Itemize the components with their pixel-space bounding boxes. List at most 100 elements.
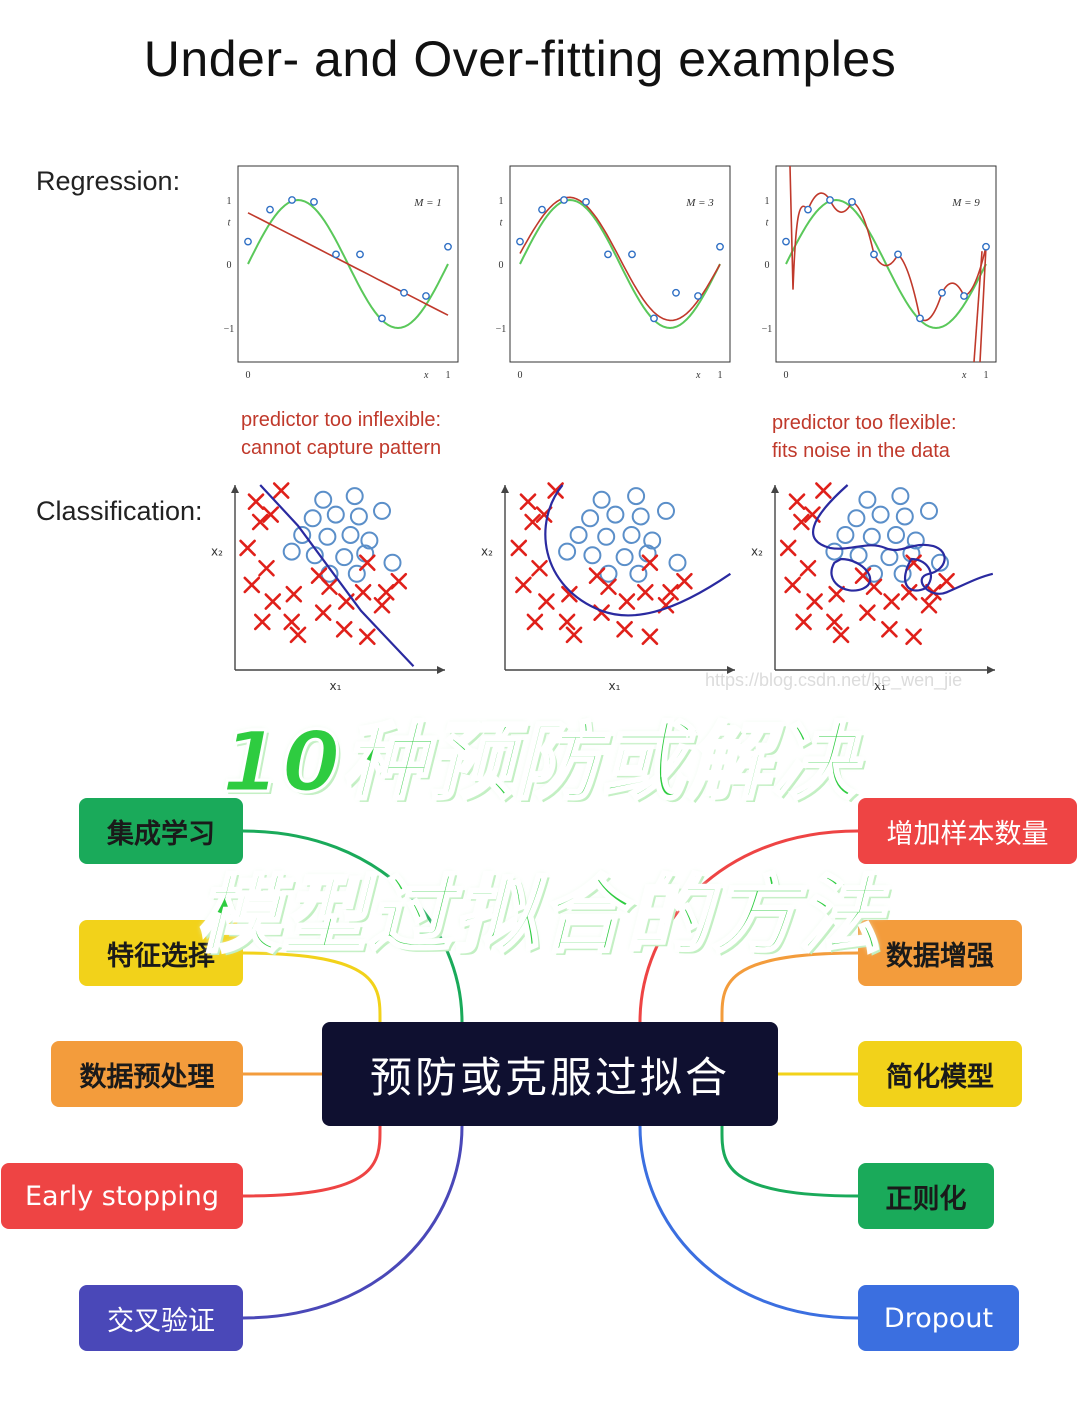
class-cross: [239, 539, 256, 557]
class-cross: [526, 613, 544, 631]
class-circle: [606, 505, 625, 524]
class-circle: [282, 542, 301, 561]
y-tick-label: 0: [765, 260, 770, 271]
class-cross: [359, 554, 376, 571]
data-point: [804, 205, 812, 214]
underfit-caption: predictor too inflexible: cannot capture…: [241, 406, 441, 462]
x1-axis-label: x₁: [609, 679, 621, 693]
y-tick-label: 1: [227, 196, 232, 207]
data-point: [444, 242, 452, 251]
class-circle: [349, 507, 368, 526]
class-cross: [285, 585, 303, 603]
y-tick-label: 0: [227, 260, 232, 271]
class-cross: [565, 626, 583, 644]
class-circle: [360, 531, 379, 550]
class-cross: [538, 593, 555, 610]
class-cross: [321, 578, 338, 596]
data-point: [982, 242, 990, 251]
data-point: [266, 205, 274, 214]
headline-line1: 10种预防或解决: [220, 712, 859, 813]
data-point: [356, 250, 364, 259]
fitted-curve: [789, 165, 987, 363]
class-cross: [616, 621, 633, 638]
class-circle: [383, 553, 402, 572]
class-circle: [847, 509, 866, 528]
class-cross: [272, 482, 290, 499]
regression-plot-m1: 1 0 −1 t 0 1 x M = 1: [224, 165, 459, 381]
class-cross: [289, 626, 307, 644]
class-circle: [318, 527, 337, 546]
node-regularization: 正则化: [858, 1163, 994, 1229]
y-tick-label: −1: [496, 324, 507, 335]
y-axis-label: t: [228, 218, 231, 229]
data-point: [894, 250, 902, 259]
x-tick-label: 0: [784, 370, 789, 381]
node-early-stopping: Early stopping: [1, 1163, 243, 1229]
underfit-caption-line2: cannot capture pattern: [241, 437, 442, 459]
data-point: [400, 288, 408, 297]
y-tick-label: 1: [499, 196, 504, 207]
data-point: [694, 292, 702, 300]
regression-plot-m9: 1 0 −1 t 0 1 x M = 9: [762, 165, 997, 381]
data-point: [960, 292, 968, 300]
class-circle: [871, 505, 890, 524]
class-cross: [881, 621, 898, 638]
connector-left: [242, 951, 382, 1023]
class-cross: [251, 513, 269, 531]
class-cross: [883, 593, 900, 610]
class-cross: [637, 584, 654, 601]
watermark-text: https://blog.csdn.net/he_wen_jie: [705, 670, 963, 690]
class-circle: [345, 487, 364, 506]
classification-plot-curved: x₁ x₂: [481, 482, 735, 693]
class-cross: [662, 584, 679, 601]
class-cross: [618, 593, 636, 610]
class-cross: [359, 628, 376, 645]
node-dropout: Dropout: [858, 1285, 1019, 1351]
decision-boundary: [259, 484, 415, 668]
headline-line2: 模型过拟合的方法: [194, 865, 884, 966]
class-circle: [825, 542, 844, 561]
x2-axis-arrow: [771, 485, 779, 493]
class-cross: [641, 554, 659, 571]
class-circle: [893, 564, 912, 583]
x2-axis-label: x₂: [481, 544, 493, 558]
class-cross: [799, 559, 817, 577]
connector-left: [242, 1125, 382, 1198]
class-cross: [920, 596, 938, 614]
fitted-curve: [247, 212, 449, 316]
class-circle: [862, 527, 881, 546]
class-cross: [243, 576, 261, 594]
classification-plot-overfit: x₁ x₂: [751, 482, 995, 693]
connector-right: [720, 951, 859, 1023]
class-cross: [262, 506, 279, 523]
class-cross: [558, 613, 576, 631]
class-circle: [592, 490, 611, 509]
class-cross: [826, 613, 843, 631]
data-point: [422, 292, 430, 300]
node-data-augmentation: 数据增强: [858, 920, 1022, 986]
data-point: [716, 242, 724, 251]
x-tick-label: 1: [446, 370, 451, 381]
data-point: [244, 237, 252, 246]
x-axis-label: x: [961, 370, 967, 381]
class-circle: [906, 531, 925, 550]
class-circle: [920, 501, 938, 520]
data-point: [938, 288, 946, 297]
x2-axis-label: x₂: [751, 544, 763, 558]
x-tick-label: 0: [246, 370, 251, 381]
y-tick-label: 0: [499, 260, 504, 271]
class-circle: [615, 548, 634, 567]
mindmap-connectors: [242, 829, 859, 1320]
class-circle: [293, 525, 312, 544]
true-curve: [785, 198, 987, 330]
class-circle: [597, 527, 616, 546]
class-cross: [354, 584, 372, 601]
x-tick-label: 0: [518, 370, 523, 381]
class-cross: [795, 613, 812, 631]
y-tick-label: −1: [762, 324, 773, 335]
class-circle: [326, 505, 345, 524]
data-point: [604, 250, 612, 259]
data-point: [332, 250, 340, 259]
class-cross: [779, 539, 797, 557]
data-point: [826, 196, 834, 204]
